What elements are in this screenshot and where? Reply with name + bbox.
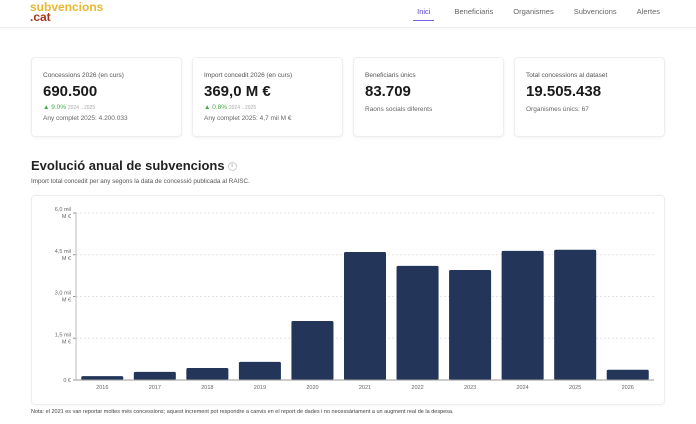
chart-card: 0 €1,5 mil M €3,0 mil M €4,5 mil M €6,0 mil… [31,195,665,405]
x-tick-label: 2016 [96,385,108,391]
y-tick-label: M € [62,256,71,262]
y-tick-label: M € [62,214,71,220]
x-tick-label: 2020 [306,385,318,391]
nav-beneficiaris[interactable]: Beneficiaris [454,7,494,16]
info-icon[interactable]: i [227,162,237,172]
footnote: Nota: el 2021 es van reportar moltes més… [31,409,454,415]
bar-2025 [554,249,597,380]
stat-value: 369,0 M € [204,83,271,100]
nav-alertes[interactable]: Alertes [636,7,660,16]
nav-subvencions[interactable]: Subvencions [573,7,617,16]
bar-2016 [81,376,124,380]
nav-inici[interactable]: Inici [413,7,435,21]
y-tick-label: 4,5 mil [55,249,71,255]
logo[interactable]: subvencions .cat [30,0,104,24]
x-tick-label: 2022 [411,385,423,391]
y-tick-label: M € [62,298,71,304]
stat-value: 83.709 [365,83,411,100]
bar-2020 [291,320,334,380]
nav-organismes[interactable]: Organismes [513,7,554,16]
x-tick-label: 2025 [569,385,581,391]
main-nav: Inici Beneficiaris Organismes Subvencion… [393,7,660,21]
stat-card-beneficiaris: Beneficiaris únics 83.709 Raons socials … [353,57,504,137]
stat-card-concessions: Concessions 2026 (en curs) 690.500 ▲ 9.0… [31,57,182,137]
x-tick-label: 2026 [622,385,634,391]
stat-card-total: Total concessions al dataset 19.505.438 … [514,57,665,137]
bar-2021 [343,251,387,380]
bar-2023 [449,270,492,380]
stat-card-import: Import concedit 2026 (en curs) 369,0 M €… [192,57,343,137]
delta: ▲ 9.0% 2024→2025 [43,104,96,111]
x-tick-label: 2023 [464,385,476,391]
bar-2017 [133,371,176,380]
bar-2024 [501,250,544,380]
section-title: Evolució anual de subvencions i [31,158,237,173]
stat-value: 19.505.438 [526,83,602,100]
stat-value: 690.500 [43,83,98,100]
y-tick-label: M € [62,339,71,345]
x-tick-label: 2018 [201,385,213,391]
bar-2019 [238,361,281,380]
section-subtitle: Import total concedit per any segons la … [31,178,250,185]
bar-2026 [606,369,649,380]
x-tick-label: 2024 [517,385,529,391]
top-header: subvencions .cat Inici Beneficiaris Organ… [0,0,696,28]
x-tick-label: 2019 [254,385,266,391]
y-tick-label: 1,5 mil [55,332,71,338]
delta: ▲ 0.8% 2024→2025 [204,104,257,111]
y-tick-label: 6,0 mil [55,207,71,213]
x-tick-label: 2021 [359,385,371,391]
x-tick-label: 2017 [149,385,161,391]
y-tick-label: 3,0 mil [55,291,71,297]
bar-2022 [396,265,439,380]
y-tick-label: 0 € [63,378,71,384]
bar-2018 [186,368,229,380]
